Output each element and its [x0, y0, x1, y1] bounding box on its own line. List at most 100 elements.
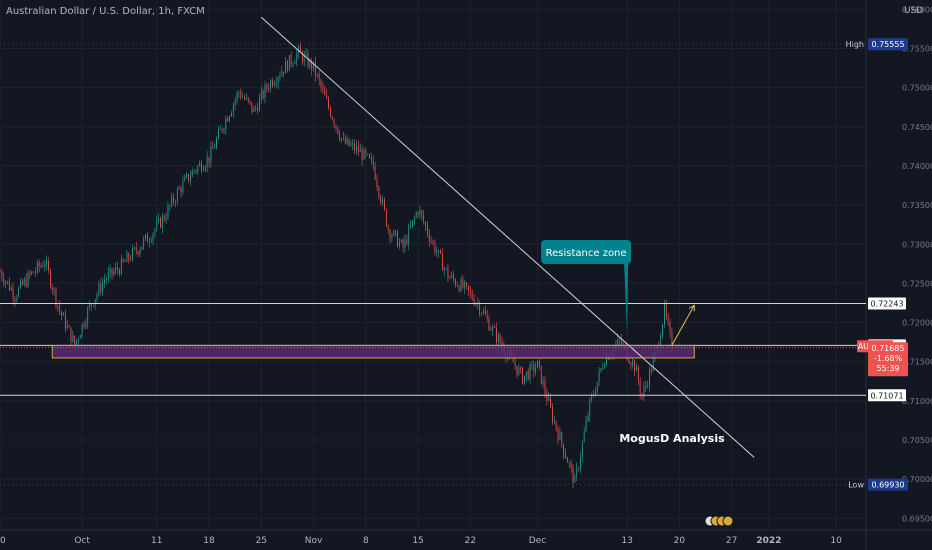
- candle-body: [397, 231, 398, 247]
- candle-body: [391, 235, 393, 239]
- candle-body: [514, 362, 516, 367]
- candle-body: [387, 226, 389, 231]
- candle-body: [189, 176, 191, 181]
- candle-body: [294, 62, 296, 64]
- candle-body: [565, 454, 566, 458]
- candle-body: [568, 462, 570, 464]
- candle-body: [296, 53, 298, 63]
- candle-body: [199, 163, 201, 166]
- candle-body: [182, 180, 184, 193]
- candle-body: [238, 92, 240, 94]
- candle-body: [208, 157, 210, 163]
- candle-body: [48, 261, 49, 271]
- candle-body: [563, 443, 565, 455]
- candle-body: [257, 107, 258, 112]
- candle-body: [382, 199, 384, 203]
- candle-body: [61, 311, 62, 316]
- candle-body: [328, 98, 329, 108]
- candle-body: [36, 262, 38, 272]
- candle-body: [337, 127, 339, 134]
- candle-body: [315, 61, 316, 76]
- candle-body: [425, 222, 426, 226]
- candle-body: [496, 327, 497, 342]
- candle-body: [260, 90, 262, 99]
- candle-body: [473, 299, 475, 305]
- candle-body: [81, 323, 83, 336]
- y-tick-label: 0.73000: [902, 240, 932, 249]
- candle-body: [251, 102, 253, 112]
- candle-body: [628, 359, 630, 364]
- candle-body: [647, 385, 649, 387]
- candle-body: [119, 269, 120, 275]
- candle-body: [245, 97, 247, 99]
- candle-body: [451, 274, 453, 278]
- candle-body: [557, 429, 559, 440]
- candle-body: [326, 94, 328, 99]
- candle-body: [537, 360, 538, 369]
- candle-body: [598, 370, 600, 382]
- candle-body: [412, 220, 413, 227]
- candle-body: [44, 264, 46, 267]
- candle-body: [264, 84, 266, 98]
- candle-body: [516, 366, 518, 375]
- x-tick-label: 11: [151, 536, 162, 546]
- candle-body: [378, 186, 380, 197]
- candle-body: [272, 80, 273, 86]
- trendline: [260, 16, 755, 458]
- candle-body: [59, 305, 61, 312]
- candle-body: [94, 299, 96, 306]
- y-tick-label: 0.76000: [902, 5, 932, 14]
- candle-body: [139, 249, 141, 255]
- candle-body: [369, 154, 370, 158]
- candle-body: [115, 267, 117, 272]
- candle-body: [617, 339, 619, 345]
- y-tick-label: 0.71000: [902, 397, 932, 406]
- x-tick-label: 10: [830, 536, 842, 546]
- candle-body: [643, 387, 645, 398]
- candle-body: [488, 318, 490, 331]
- candle-body: [634, 360, 635, 371]
- candle-body: [650, 369, 652, 372]
- candle-body: [145, 234, 146, 239]
- candle-body: [415, 212, 417, 218]
- candle-body: [434, 242, 436, 253]
- candle-body: [548, 397, 550, 401]
- candle-body: [318, 74, 320, 80]
- candle-body: [456, 285, 458, 287]
- candle-body: [3, 278, 5, 284]
- candle-body: [161, 216, 163, 228]
- candle-body: [404, 239, 406, 249]
- candle-body: [89, 303, 90, 309]
- candle-body: [270, 80, 272, 89]
- candle-body: [440, 249, 441, 254]
- candle-body: [298, 46, 300, 54]
- candle-body: [219, 129, 221, 130]
- candle-body: [105, 279, 107, 281]
- candle-body: [372, 159, 374, 167]
- y-tick-label: 0.72000: [902, 319, 932, 328]
- candle-body: [352, 143, 354, 145]
- candle-body: [74, 335, 76, 345]
- candle-body: [671, 331, 673, 352]
- candle-body: [499, 334, 501, 343]
- y-tick-label: 0.70000: [902, 475, 932, 484]
- candle-body: [96, 294, 98, 300]
- candle-body: [471, 292, 473, 300]
- candle-body: [486, 314, 488, 319]
- candle-body: [83, 323, 85, 327]
- candle-body: [40, 265, 42, 267]
- candle-body: [621, 339, 622, 346]
- candle-body: [645, 385, 647, 388]
- candle-body: [227, 118, 229, 121]
- candle-body: [135, 247, 137, 252]
- candle-body: [550, 397, 551, 407]
- candle-body: [7, 281, 8, 282]
- candle-body: [201, 163, 202, 172]
- candle-body: [458, 286, 460, 292]
- candle-body: [249, 100, 251, 103]
- candle-body: [447, 268, 449, 279]
- candle-body: [255, 107, 257, 109]
- candle-body: [29, 272, 31, 275]
- high-badge: [868, 38, 908, 51]
